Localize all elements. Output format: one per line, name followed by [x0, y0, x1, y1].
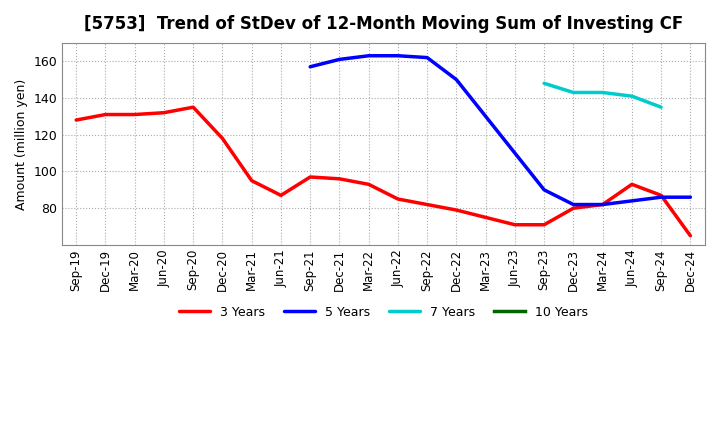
- 3 Years: [218, 136, 227, 141]
- 3 Years: [189, 105, 197, 110]
- 3 Years: [335, 176, 343, 181]
- Line: 3 Years: 3 Years: [76, 107, 690, 236]
- Legend: 3 Years, 5 Years, 7 Years, 10 Years: 3 Years, 5 Years, 7 Years, 10 Years: [174, 301, 593, 323]
- 7 Years: [628, 94, 636, 99]
- 3 Years: [101, 112, 109, 117]
- 5 Years: [657, 194, 665, 200]
- Title: [5753]  Trend of StDev of 12-Month Moving Sum of Investing CF: [5753] Trend of StDev of 12-Month Moving…: [84, 15, 683, 33]
- 5 Years: [510, 150, 519, 156]
- 5 Years: [423, 55, 431, 60]
- 3 Years: [540, 222, 549, 227]
- 5 Years: [569, 202, 577, 207]
- 3 Years: [657, 193, 665, 198]
- 3 Years: [276, 193, 285, 198]
- 5 Years: [540, 187, 549, 192]
- Y-axis label: Amount (million yen): Amount (million yen): [15, 78, 28, 209]
- 7 Years: [598, 90, 607, 95]
- 3 Years: [452, 207, 461, 213]
- Line: 7 Years: 7 Years: [544, 83, 661, 107]
- 5 Years: [394, 53, 402, 59]
- 5 Years: [628, 198, 636, 204]
- 3 Years: [598, 202, 607, 207]
- 5 Years: [335, 57, 343, 62]
- 3 Years: [130, 112, 139, 117]
- 3 Years: [306, 174, 315, 180]
- 5 Years: [482, 114, 490, 119]
- 5 Years: [364, 53, 373, 59]
- 7 Years: [569, 90, 577, 95]
- Line: 5 Years: 5 Years: [310, 56, 690, 205]
- 5 Years: [306, 64, 315, 70]
- 3 Years: [160, 110, 168, 115]
- 3 Years: [423, 202, 431, 207]
- 3 Years: [482, 215, 490, 220]
- 7 Years: [540, 81, 549, 86]
- 3 Years: [364, 182, 373, 187]
- 5 Years: [686, 194, 695, 200]
- 3 Years: [248, 178, 256, 183]
- 3 Years: [569, 205, 577, 211]
- 3 Years: [72, 117, 81, 123]
- 5 Years: [598, 202, 607, 207]
- 3 Years: [686, 233, 695, 238]
- 3 Years: [628, 182, 636, 187]
- 3 Years: [510, 222, 519, 227]
- 7 Years: [657, 105, 665, 110]
- 5 Years: [452, 77, 461, 82]
- 3 Years: [394, 196, 402, 202]
